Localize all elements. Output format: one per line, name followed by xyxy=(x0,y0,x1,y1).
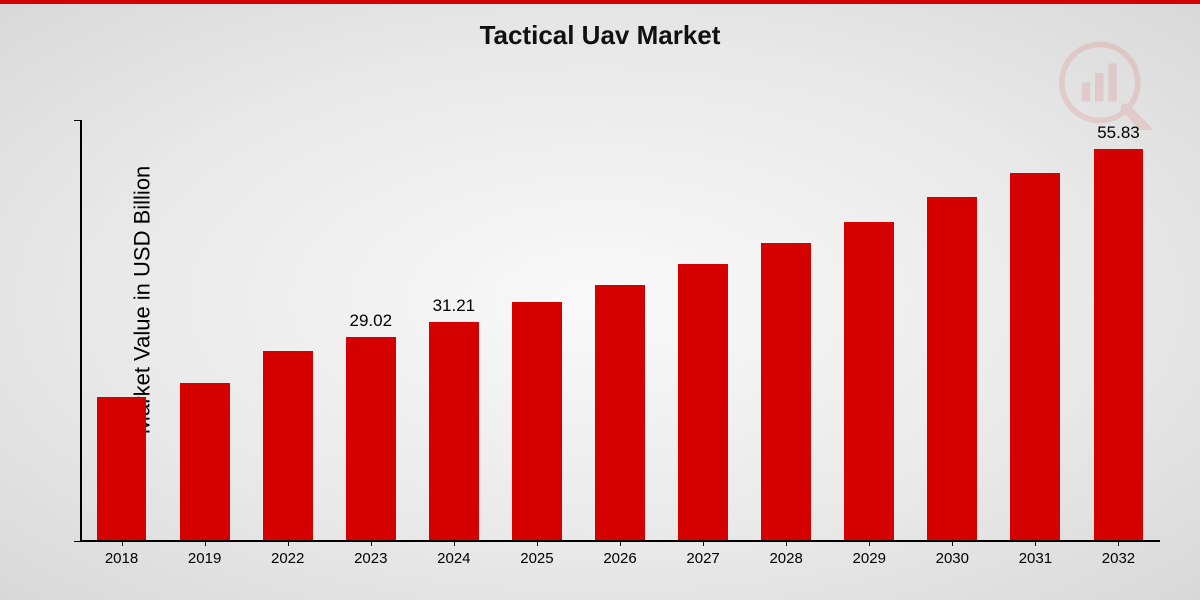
chart-title: Tactical Uav Market xyxy=(0,20,1200,51)
x-axis-tick xyxy=(952,540,953,546)
bar-slot: 2022 xyxy=(246,120,329,540)
x-axis-category-label: 2030 xyxy=(936,550,969,567)
x-axis-category-label: 2028 xyxy=(769,550,802,567)
bar xyxy=(97,397,147,541)
bar xyxy=(927,197,977,540)
x-axis-tick xyxy=(703,540,704,546)
chart-container: Tactical Uav Market Market Value in USD … xyxy=(0,0,1200,600)
x-axis-category-label: 2031 xyxy=(1019,550,1052,567)
x-axis-tick xyxy=(371,540,372,546)
bar-slot: 2030 xyxy=(911,120,994,540)
bar xyxy=(844,222,894,541)
bar xyxy=(346,337,396,540)
x-axis-tick xyxy=(786,540,787,546)
x-axis-tick xyxy=(1118,540,1119,546)
bar xyxy=(595,285,645,541)
x-axis-tick xyxy=(1035,540,1036,546)
x-axis-category-label: 2029 xyxy=(853,550,886,567)
x-axis-category-label: 2032 xyxy=(1102,550,1135,567)
x-axis-tick xyxy=(122,540,123,546)
bars-group: 20182019202229.02202331.2120242025202620… xyxy=(80,120,1160,540)
bar-slot: 2019 xyxy=(163,120,246,540)
bar xyxy=(761,243,811,541)
bar-slot: 2031 xyxy=(994,120,1077,540)
x-axis-category-label: 2026 xyxy=(603,550,636,567)
bar-slot: 29.022023 xyxy=(329,120,412,540)
x-axis-category-label: 2018 xyxy=(105,550,138,567)
bar-slot: 2025 xyxy=(495,120,578,540)
x-axis-tick xyxy=(454,540,455,546)
bar xyxy=(512,302,562,540)
bar-slot: 2029 xyxy=(828,120,911,540)
bar xyxy=(1094,149,1144,540)
x-axis-tick xyxy=(288,540,289,546)
bar xyxy=(263,351,313,540)
bar-slot: 2027 xyxy=(662,120,745,540)
bar-slot: 2028 xyxy=(745,120,828,540)
bar-value-label: 29.02 xyxy=(350,311,393,331)
x-axis-category-label: 2024 xyxy=(437,550,470,567)
y-axis-tick xyxy=(74,541,80,542)
x-axis-category-label: 2022 xyxy=(271,550,304,567)
x-axis-category-label: 2027 xyxy=(686,550,719,567)
bar-slot: 2026 xyxy=(578,120,661,540)
bar xyxy=(678,264,728,541)
bar-value-label: 31.21 xyxy=(433,296,476,316)
x-axis-tick xyxy=(205,540,206,546)
bar-slot: 55.832032 xyxy=(1077,120,1160,540)
x-axis-category-label: 2019 xyxy=(188,550,221,567)
bar-value-label: 55.83 xyxy=(1097,123,1140,143)
x-axis-tick xyxy=(537,540,538,546)
x-axis-category-label: 2025 xyxy=(520,550,553,567)
bar-slot: 31.212024 xyxy=(412,120,495,540)
plot-area: 20182019202229.02202331.2120242025202620… xyxy=(80,120,1160,542)
top-accent-bar xyxy=(0,0,1200,4)
x-axis-category-label: 2023 xyxy=(354,550,387,567)
bar-slot: 2018 xyxy=(80,120,163,540)
x-axis-tick xyxy=(620,540,621,546)
bar xyxy=(180,383,230,541)
x-axis-tick xyxy=(869,540,870,546)
bar xyxy=(429,322,479,540)
bar xyxy=(1010,173,1060,541)
